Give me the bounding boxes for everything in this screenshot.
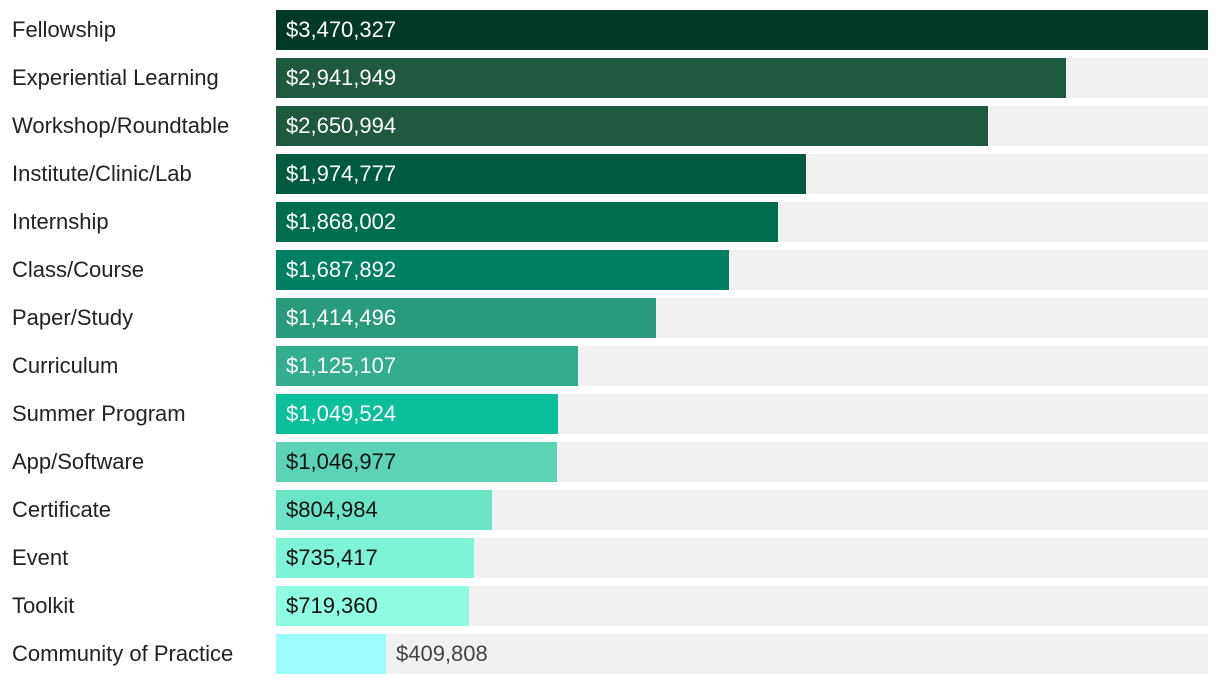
category-label: Institute/Clinic/Lab bbox=[12, 161, 192, 186]
bar-track bbox=[276, 634, 1208, 674]
category-label: App/Software bbox=[12, 449, 145, 474]
bar-row: Experiential Learning $2,941,949 bbox=[0, 58, 1220, 98]
category-label: Certificate bbox=[12, 497, 112, 522]
category-label: Fellowship bbox=[12, 17, 116, 42]
value-label: $719,360 bbox=[286, 593, 378, 618]
category-label: Experiential Learning bbox=[12, 65, 219, 90]
bar-row: Fellowship $3,470,327 bbox=[0, 10, 1220, 50]
value-label: $1,049,524 bbox=[286, 401, 397, 426]
bar-row: Community of Practice $409,808 bbox=[0, 634, 1220, 674]
category-label: Paper/Study bbox=[12, 305, 134, 330]
bar-row: Certificate $804,984 bbox=[0, 490, 1220, 530]
bar bbox=[276, 58, 1066, 98]
category-label: Community of Practice bbox=[12, 641, 234, 666]
category-label: Curriculum bbox=[12, 353, 119, 378]
bar-row: Institute/Clinic/Lab $1,974,777 bbox=[0, 154, 1220, 194]
bar-row: Internship $1,868,002 bbox=[0, 202, 1220, 242]
category-label: Toolkit bbox=[12, 593, 75, 618]
value-label: $409,808 bbox=[396, 641, 488, 666]
category-label: Internship bbox=[12, 209, 109, 234]
bar bbox=[276, 538, 474, 578]
bar bbox=[276, 394, 558, 434]
category-label: Event bbox=[12, 545, 69, 570]
bar-row: App/Software $1,046,977 bbox=[0, 442, 1220, 482]
value-label: $735,417 bbox=[286, 545, 378, 570]
bar-row: Workshop/Roundtable $2,650,994 bbox=[0, 106, 1220, 146]
bar bbox=[276, 634, 386, 674]
value-label: $1,687,892 bbox=[286, 257, 397, 282]
category-label: Summer Program bbox=[12, 401, 186, 426]
value-label: $3,470,327 bbox=[286, 17, 397, 42]
bar bbox=[276, 298, 656, 338]
value-label: $1,046,977 bbox=[286, 449, 397, 474]
value-label: $1,414,496 bbox=[286, 305, 397, 330]
value-label: $804,984 bbox=[286, 497, 378, 522]
value-label: $1,868,002 bbox=[286, 209, 397, 234]
bar bbox=[276, 10, 1208, 50]
category-label: Workshop/Roundtable bbox=[12, 113, 230, 138]
bar bbox=[276, 442, 557, 482]
bar-row: Curriculum $1,125,107 bbox=[0, 346, 1220, 386]
value-label: $1,974,777 bbox=[286, 161, 397, 186]
bar bbox=[276, 154, 806, 194]
bar bbox=[276, 346, 578, 386]
bar-row: Event $735,417 bbox=[0, 538, 1220, 578]
bar-row: Toolkit $719,360 bbox=[0, 586, 1220, 626]
bar bbox=[276, 202, 778, 242]
category-label: Class/Course bbox=[12, 257, 145, 282]
value-label: $2,941,949 bbox=[286, 65, 397, 90]
bar-row: Paper/Study $1,414,496 bbox=[0, 298, 1220, 338]
value-label: $1,125,107 bbox=[286, 353, 397, 378]
bar-row: Class/Course $1,687,892 bbox=[0, 250, 1220, 290]
bar bbox=[276, 250, 729, 290]
bar-row: Summer Program $1,049,524 bbox=[0, 394, 1220, 434]
value-label: $2,650,994 bbox=[286, 113, 397, 138]
bar bbox=[276, 106, 988, 146]
bar bbox=[276, 490, 492, 530]
bar bbox=[276, 586, 469, 626]
